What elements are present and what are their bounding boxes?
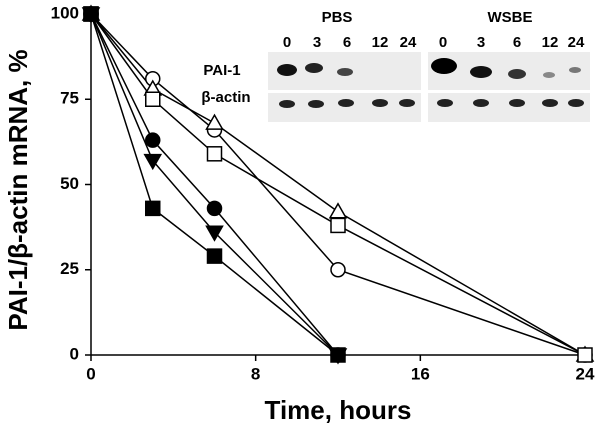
blot-inset: PAI-1 β-actin PBS WSBE 0 3 6 12 24 0 3 6… bbox=[201, 9, 590, 122]
lane-label: 24 bbox=[400, 34, 417, 51]
lane-label: 6 bbox=[343, 34, 351, 51]
marker bbox=[330, 347, 346, 363]
blot-panel bbox=[428, 52, 590, 90]
lane-label: 6 bbox=[513, 34, 521, 51]
row-label: β-actin bbox=[201, 89, 250, 106]
marker bbox=[206, 200, 223, 217]
marker bbox=[145, 132, 161, 148]
marker bbox=[205, 113, 224, 130]
x-tick-label: 16 bbox=[411, 364, 430, 383]
lane-label: 24 bbox=[568, 34, 585, 51]
lane-label: 3 bbox=[477, 34, 485, 51]
marker bbox=[83, 6, 99, 22]
x-tick-label: 24 bbox=[576, 364, 595, 383]
y-tick-label: 0 bbox=[70, 344, 79, 363]
marker bbox=[145, 91, 161, 107]
y-tick-label: 50 bbox=[60, 174, 79, 193]
lane-label: 12 bbox=[542, 34, 559, 51]
marker bbox=[145, 200, 161, 217]
marker bbox=[577, 347, 593, 363]
band bbox=[508, 69, 526, 79]
band bbox=[337, 68, 353, 76]
band bbox=[338, 99, 354, 107]
marker bbox=[205, 225, 224, 242]
y-tick-label: 100 bbox=[51, 3, 79, 22]
lane-label: 0 bbox=[283, 34, 291, 51]
x-axis-title: Time, hours bbox=[265, 395, 412, 425]
marker bbox=[330, 262, 346, 278]
marker bbox=[206, 146, 223, 162]
band bbox=[431, 58, 457, 74]
y-tick-label: 75 bbox=[60, 89, 79, 108]
blot-panel bbox=[268, 93, 421, 122]
group-label: PBS bbox=[322, 9, 353, 26]
group-label: WSBE bbox=[488, 9, 533, 26]
marker bbox=[143, 153, 163, 171]
band bbox=[277, 64, 297, 76]
x-tick-label: 0 bbox=[86, 364, 95, 383]
band bbox=[279, 100, 295, 108]
band bbox=[509, 99, 525, 107]
row-label: PAI-1 bbox=[203, 62, 240, 79]
band bbox=[568, 99, 584, 107]
y-tick-label: 25 bbox=[60, 259, 79, 278]
lane-label: 0 bbox=[439, 34, 447, 51]
band bbox=[305, 63, 323, 73]
band bbox=[543, 72, 555, 78]
band bbox=[470, 66, 492, 78]
band bbox=[542, 99, 558, 107]
band bbox=[399, 99, 415, 107]
blot-panel bbox=[428, 93, 590, 122]
band bbox=[473, 99, 489, 107]
x-tick-label: 8 bbox=[251, 364, 260, 383]
band bbox=[437, 99, 453, 107]
band bbox=[569, 67, 581, 73]
lane-label: 3 bbox=[313, 34, 321, 51]
series-line bbox=[90, 13, 339, 356]
series-line bbox=[90, 13, 339, 356]
band bbox=[372, 99, 388, 107]
y-axis-title: PAI-1/β-actin mRNA, % bbox=[3, 49, 33, 330]
band bbox=[308, 100, 324, 108]
marker bbox=[206, 248, 223, 264]
series-line bbox=[90, 13, 339, 356]
lane-label: 12 bbox=[372, 34, 389, 51]
marker bbox=[330, 217, 346, 234]
